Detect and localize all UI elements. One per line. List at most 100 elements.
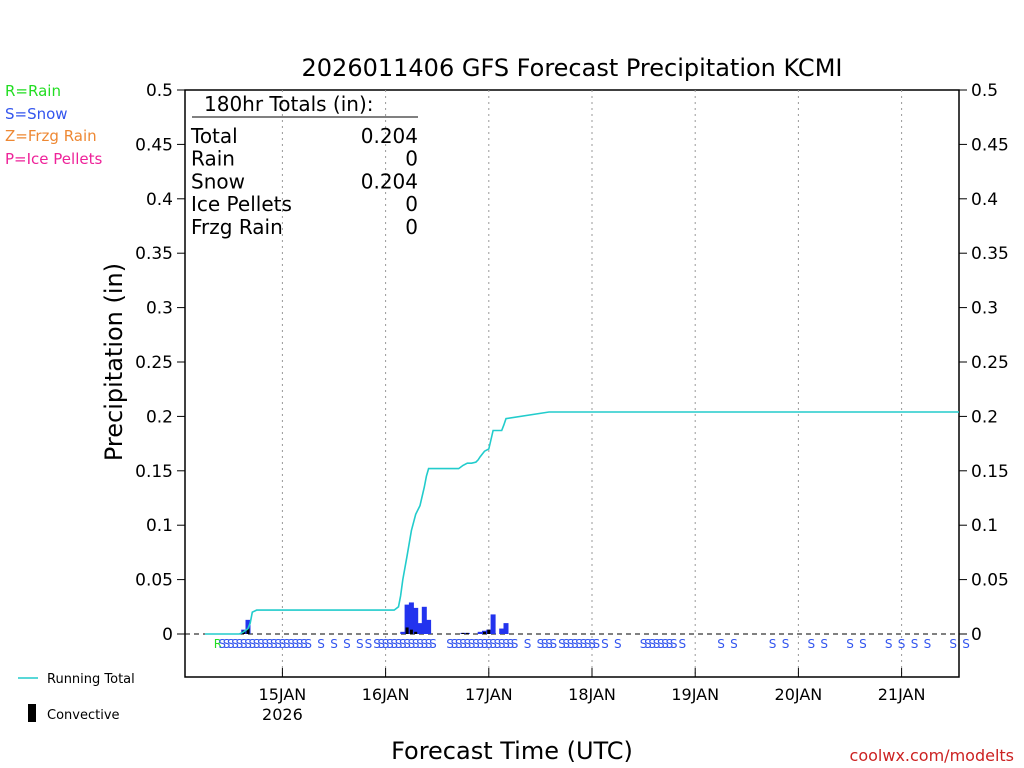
precip-type-marker: S [494, 637, 502, 651]
precip-type-marker: S [769, 637, 777, 651]
convective-label: Convective [47, 708, 120, 723]
credit-text: coolwx.com/modelts [850, 746, 1014, 765]
precip-type-marker: S [287, 637, 295, 651]
legend-rain: R=Rain [5, 82, 61, 100]
convective-bar [461, 632, 465, 634]
x-tick-label: 15JAN [259, 685, 307, 704]
precip-type-marker: S [502, 637, 510, 651]
precip-bar [499, 628, 505, 634]
precip-type-marker: S [274, 637, 282, 651]
precip-type-marker: S [425, 637, 433, 651]
precip-type-marker: S [489, 637, 497, 651]
totals-heading: 180hr Totals (in): [204, 92, 374, 116]
convective-bar [487, 629, 491, 634]
totals-row-value: 0.204 [361, 169, 418, 193]
precip-type-marker: S [661, 637, 669, 651]
precip-bar [421, 606, 427, 634]
precip-type-marker: S [343, 637, 351, 651]
y-tick-label-right: 0.3 [971, 299, 998, 319]
precip-type-marker: S [253, 637, 261, 651]
precip-type-marker: S [257, 637, 265, 651]
precip-type-marker: S [300, 637, 308, 651]
precip-type-marker: S [468, 637, 476, 651]
precip-type-marker: S [506, 637, 514, 651]
totals-row-value: 0.204 [361, 124, 418, 148]
totals-row-value: 0 [405, 215, 418, 239]
y-tick-label-left: 0.4 [146, 190, 173, 210]
precip-type-marker: S [571, 637, 579, 651]
bottom-legend: Running Total Convective [18, 672, 135, 723]
precip-type-marker: S [558, 637, 566, 651]
precip-type-marker: S [227, 637, 235, 651]
precip-type-marker: S [412, 637, 420, 651]
x-tick-label: 20JAN [775, 685, 823, 704]
precip-type-marker: S [859, 637, 867, 651]
precip-type-marker: S [463, 637, 471, 651]
y-tick-label-right: 0.5 [971, 81, 998, 101]
precip-type-marker: S [291, 637, 299, 651]
precip-type-marker: S [373, 637, 381, 651]
precip-type-marker: S [562, 637, 570, 651]
precip-type-marker: S [481, 637, 489, 651]
precip-type-marker: S [283, 637, 291, 651]
precip-type-marker: S [317, 637, 325, 651]
convective-bar [483, 631, 486, 634]
precip-type-marker: S [588, 637, 596, 651]
y-tick-label-left: 0.45 [135, 135, 173, 155]
precip-type-marker: S [580, 637, 588, 651]
x-tick-label: 16JAN [362, 685, 410, 704]
precip-type-marker: S [304, 637, 312, 651]
plot-frame [184, 89, 960, 678]
x-tick-label: 19JAN [671, 685, 719, 704]
y-tick-label-left: 0.5 [146, 81, 173, 101]
precip-type-marker: S [524, 637, 532, 651]
y-tick-label-left: 0.2 [146, 407, 173, 427]
precip-type-marker: S [782, 637, 790, 651]
precip-type-marker: S [236, 637, 244, 651]
y-tick-label-right: 0.15 [971, 462, 1009, 482]
precip-type-marker: S [885, 637, 893, 651]
y-tick-label-left: 0.25 [135, 353, 173, 373]
precip-type-marker: S [567, 637, 575, 651]
y-tick-label-right: 0.05 [971, 571, 1009, 591]
totals-row-label: Frzg Rain [191, 215, 283, 239]
precip-type-marker: S [640, 637, 648, 651]
precip-type-marker: S [592, 637, 600, 651]
precip-type-marker: S [330, 637, 338, 651]
totals-row-label: Ice Pellets [191, 192, 292, 216]
precip-type-marker: S [395, 637, 403, 651]
convective-bar [409, 629, 413, 634]
precip-bar [490, 614, 496, 634]
precip-type-marker: S [549, 637, 557, 651]
precip-type-marker: S [244, 637, 252, 651]
y-tick-label-left: 0 [162, 625, 173, 645]
precip-bar [400, 631, 406, 634]
y-tick-label-right: 0.4 [971, 190, 998, 210]
precip-type-marker: S [416, 637, 424, 651]
precip-bar [426, 619, 432, 634]
y-tick-label-right: 0.25 [971, 353, 1009, 373]
precip-type-marker: S [356, 637, 364, 651]
y-tick-label-left: 0.15 [135, 462, 173, 482]
x-axis-title: Forecast Time (UTC) [391, 737, 633, 765]
day-gridlines [281, 90, 903, 677]
y-tick-label-left: 0.35 [135, 244, 173, 264]
totals-row-value: 0 [405, 147, 418, 171]
precip-type-marker: S [390, 637, 398, 651]
precip-bar [417, 623, 423, 634]
y-tick-label-right: 0.45 [971, 135, 1009, 155]
x-tick-year-label: 2026 [262, 705, 303, 724]
precip-type-marker: S [644, 637, 652, 651]
running-total-line [205, 411, 959, 635]
precip-type-marker: S [382, 637, 390, 651]
precip-type-marker: S [924, 637, 932, 651]
convective-swatch [28, 704, 36, 722]
precip-type-marker: S [399, 637, 407, 651]
precip-type-marker: S [270, 637, 278, 651]
precip-bar [477, 631, 483, 634]
x-tick-label: 18JAN [568, 685, 616, 704]
precip-type-marker: S [403, 637, 411, 651]
x-tick-label: 17JAN [465, 685, 513, 704]
